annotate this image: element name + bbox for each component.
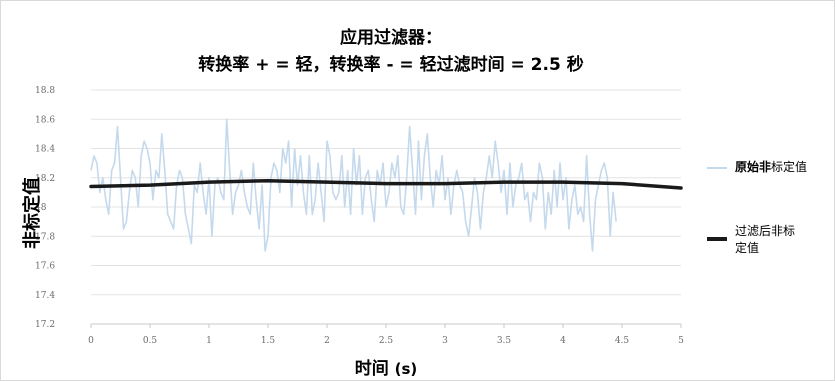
y-tick-label: 17.6: [35, 262, 55, 272]
series-line-filtered: [89, 178, 683, 190]
x-tick-label: 1: [206, 336, 212, 346]
legend-label-raw-bold: 原始非: [735, 160, 772, 174]
x-tick-label: 4: [560, 336, 566, 346]
y-tick-label: 48: [35, 203, 47, 213]
legend-swatch-filtered: [707, 237, 727, 241]
x-tick-label: 1.5: [261, 336, 276, 346]
y-axis-label: 非标定值: [22, 177, 43, 249]
y-tick-label: 18.8: [35, 86, 55, 96]
x-tick-label: 3.5: [497, 336, 512, 346]
legend-label-raw-normal: 标定值: [771, 160, 808, 174]
y-tick-label: 17.4: [35, 291, 55, 301]
x-tick-label: 0.5: [143, 336, 158, 346]
y-tick-label: 17.8: [35, 232, 55, 242]
x-axis-label-text: 时间: [354, 359, 389, 379]
x-tick-label: 0: [88, 336, 94, 346]
x-tick-label: 3: [442, 336, 448, 346]
y-tick-label: 18.4: [35, 145, 55, 155]
legend-swatch-raw: [707, 167, 727, 169]
x-tick-label: 5: [678, 336, 684, 346]
x-tick-label: 2.5: [379, 336, 394, 346]
legend-label-filtered: 过滤后非标定值: [735, 224, 796, 255]
x-axis-label: 时间 (s): [1, 354, 771, 379]
y-tick-label: 18.6: [35, 115, 55, 125]
series-line-raw: [90, 118, 617, 252]
x-axis-label-unit: (s): [394, 360, 418, 378]
y-tick-label: 18.2: [35, 174, 55, 184]
chart-title-line-2: 转换率 + = 轻，转换率 - = 轻过滤时间 = 2.5 秒: [198, 55, 584, 75]
chart-title-line-1: 应用过滤器：: [340, 28, 442, 48]
y-tick-label: 17.2: [35, 320, 55, 330]
x-tick-label: 2: [324, 336, 330, 346]
legend-label-raw: 原始非标定值: [735, 159, 835, 176]
x-tick-label: 4.5: [615, 336, 630, 346]
